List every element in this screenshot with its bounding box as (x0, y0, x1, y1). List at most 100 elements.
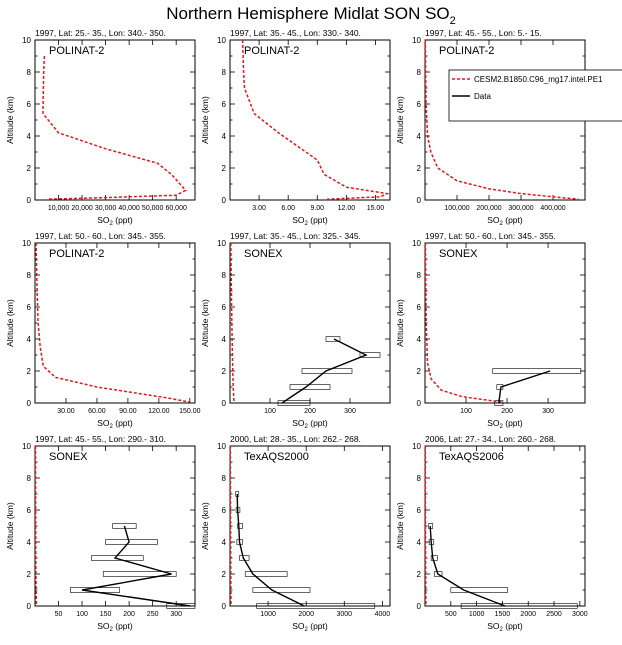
y-tick-label: 0 (417, 196, 422, 205)
campaign-label: SONEX (244, 248, 283, 260)
x-axis-label-subscript: 2 (305, 424, 309, 430)
panel-9: 2006, Lat: 27.- 34., Lon: 260.- 268. 0 2 4 6… (395, 434, 588, 633)
model-series-line (424, 39, 579, 200)
model-series-line (424, 445, 427, 606)
x-axis-label-subscript: 2 (305, 221, 309, 227)
x-tick-label: 60.00 (88, 408, 106, 415)
model-series-line (35, 242, 190, 403)
x-axis-label-unit: (ppt) (503, 215, 523, 225)
campaign-label: POLINAT-2 (49, 248, 104, 260)
x-axis-label: SO2 (ppt) (292, 621, 328, 633)
x-tick-label: 2000 (520, 611, 536, 618)
y-tick-label: 6 (222, 303, 227, 312)
x-tick-label: 40,000 (118, 205, 140, 212)
x-axis-label-subscript: 2 (500, 424, 504, 430)
y-tick-label: 0 (27, 196, 32, 205)
y-tick-label: 8 (27, 68, 32, 77)
panel-subtitle: 1997, Lat: 50.- 60., Lon: 345.- 355. (425, 231, 556, 241)
panel-subtitle: 1997, Lat: 45.- 55., Lon: 290.- 310. (35, 434, 166, 444)
x-tick-label: 300,000 (508, 205, 533, 212)
data-range-box (301, 368, 353, 374)
y-tick-label: 0 (417, 602, 422, 611)
panel-grid: 1997, Lat: 25.- 35., Lon: 340.- 350. 0 2 4 6… (5, 28, 588, 633)
x-axis-label: SO2 (ppt) (292, 418, 328, 430)
x-tick-label: 2500 (546, 611, 562, 618)
y-tick-label: 8 (417, 68, 422, 77)
y-tick-label: 6 (417, 303, 422, 312)
y-tick-label: 6 (417, 506, 422, 515)
data-range-box (359, 352, 381, 358)
y-axis-label: Altitude (km) (395, 299, 405, 347)
x-axis-label-unit: (ppt) (308, 215, 328, 225)
x-tick-label: 3000 (336, 611, 352, 618)
x-axis-label-main: SO (292, 621, 305, 631)
y-tick-label: 8 (417, 271, 422, 280)
x-tick-label: 2000 (298, 611, 314, 618)
x-tick-label: 120.00 (148, 408, 170, 415)
x-axis-label: SO2 (ppt) (97, 215, 133, 227)
y-tick-label: 4 (27, 335, 32, 344)
y-tick-label: 10 (412, 239, 421, 248)
panel-subtitle: 1997, Lat: 35.- 45., Lon: 330.- 340. (230, 28, 361, 38)
x-tick-label: 1000 (260, 611, 276, 618)
y-tick-label: 8 (417, 474, 422, 483)
model-series-line (229, 445, 232, 606)
y-tick-label: 4 (417, 538, 422, 547)
legend: CESM2.B1850.C96_mg17.intel.PE1 Data (448, 69, 622, 122)
x-tick-label: 250 (147, 611, 159, 618)
x-axis-label-main: SO (97, 621, 110, 631)
x-axis-label-main: SO (487, 215, 500, 225)
y-tick-label: 0 (222, 399, 227, 408)
x-tick-label: 10,000 (48, 205, 70, 212)
x-tick-label: 500 (445, 611, 457, 618)
plot-frame (424, 445, 586, 607)
x-tick-label: 20,000 (71, 205, 93, 212)
campaign-label: TexAQS2006 (439, 451, 504, 463)
plot-frame (34, 242, 196, 404)
x-axis-label: SO2 (ppt) (292, 215, 328, 227)
legend-model-label: CESM2.B1850.C96_mg17.intel.PE1 (474, 75, 603, 84)
y-tick-label: 10 (217, 239, 226, 248)
figure-title-main: Northern Hemisphere Midlat SON SO (166, 4, 449, 23)
x-tick-label: 300 (542, 408, 554, 415)
plot-frame (34, 445, 196, 607)
x-axis-label-subscript: 2 (110, 627, 114, 633)
x-axis-label-subscript: 2 (500, 221, 504, 227)
x-tick-label: 100 (460, 408, 472, 415)
y-tick-label: 0 (222, 196, 227, 205)
x-tick-label: 30.00 (57, 408, 75, 415)
panel-4: 1997, Lat: 50.- 60., Lon: 345.- 355. 0 2 4 6… (5, 231, 201, 430)
x-tick-label: 12.00 (338, 205, 356, 212)
x-axis-label-subscript: 2 (110, 221, 114, 227)
data-series-line (236, 493, 305, 607)
x-axis-label: SO2 (ppt) (487, 621, 523, 633)
y-tick-label: 2 (417, 367, 422, 376)
campaign-label: POLINAT-2 (439, 45, 494, 57)
y-tick-label: 6 (222, 506, 227, 515)
y-tick-label: 4 (222, 335, 227, 344)
campaign-label: POLINAT-2 (49, 45, 104, 57)
y-tick-label: 2 (27, 367, 32, 376)
x-tick-label: 100 (264, 408, 276, 415)
figure-title-subscript: 2 (450, 15, 456, 27)
x-tick-label: 150.00 (179, 408, 201, 415)
plot-frame (229, 242, 391, 404)
y-axis-label: Altitude (km) (200, 299, 210, 347)
y-tick-label: 10 (217, 36, 226, 45)
x-tick-label: 300 (170, 611, 182, 618)
legend-data-label: Data (474, 92, 491, 101)
x-axis-label-unit: (ppt) (113, 215, 133, 225)
data-range-box (460, 603, 578, 609)
x-tick-label: 4000 (375, 611, 391, 618)
model-series-line (241, 39, 390, 200)
data-series-line (281, 338, 368, 404)
panel-subtitle: 2006, Lat: 27.- 34., Lon: 260.- 268. (425, 434, 556, 444)
panel-3: 1997, Lat: 45.- 55., Lon: 5.- 15. 0 2 4 6 8 10… (395, 28, 586, 227)
y-tick-label: 2 (27, 164, 32, 173)
y-tick-label: 2 (222, 367, 227, 376)
x-tick-label: 1000 (469, 611, 485, 618)
campaign-label: TexAQS2000 (244, 451, 309, 463)
x-axis-label-unit: (ppt) (308, 621, 328, 631)
x-axis-label-main: SO (487, 418, 500, 428)
